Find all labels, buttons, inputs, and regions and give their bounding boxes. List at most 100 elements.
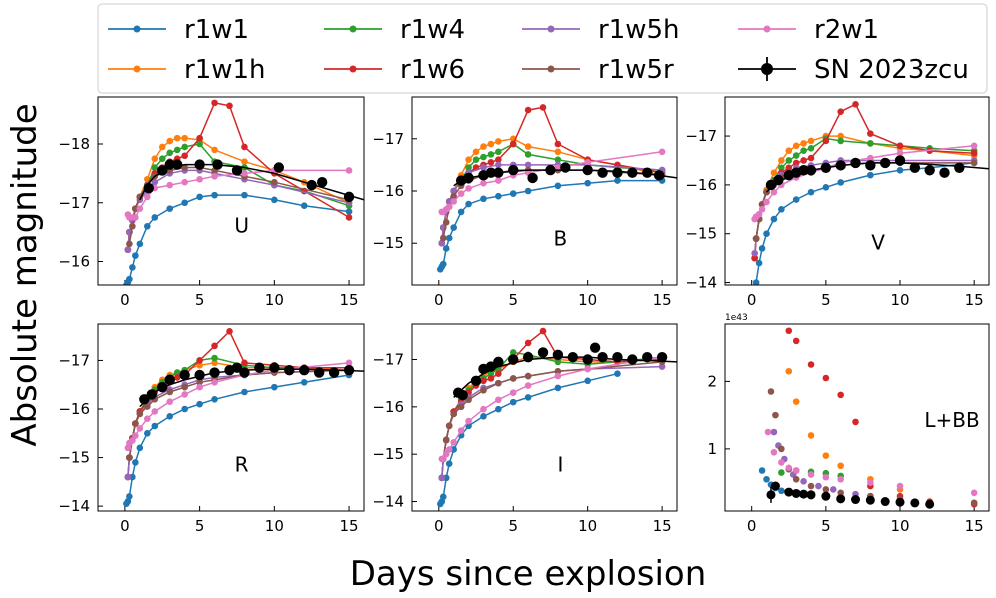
axes-frame <box>724 323 990 512</box>
observed-point <box>835 160 846 171</box>
data-point <box>822 137 830 145</box>
data-point <box>763 475 770 483</box>
series-sn-2023zcu <box>765 155 965 191</box>
observed-point <box>470 375 482 387</box>
data-point <box>837 475 844 483</box>
data-point <box>166 388 174 396</box>
observed-point <box>805 165 817 176</box>
data-point <box>584 365 591 373</box>
data-point <box>136 205 144 212</box>
y-tick-label: 1 <box>707 440 717 458</box>
data-point <box>770 188 778 196</box>
data-point <box>445 234 453 242</box>
data-point <box>166 398 174 406</box>
data-point <box>151 408 159 415</box>
observed-point <box>582 354 593 365</box>
data-point <box>158 143 166 151</box>
x-tick-label: 5 <box>821 517 831 535</box>
data-point <box>345 167 353 174</box>
data-point <box>211 99 218 107</box>
data-point <box>539 327 547 335</box>
observed-point <box>157 381 168 393</box>
observed-point <box>895 497 905 507</box>
data-point <box>778 445 785 453</box>
data-point <box>173 369 181 376</box>
data-point <box>472 156 480 163</box>
data-point <box>226 102 233 110</box>
legend-entry-r1w1: r1w1 <box>108 15 249 45</box>
observed-point <box>909 162 921 174</box>
data-point <box>442 450 450 458</box>
data-point <box>465 396 472 404</box>
observed-point <box>284 364 295 376</box>
observed-point <box>642 167 653 178</box>
series-sn-2023zcu <box>139 362 355 405</box>
observed-point <box>269 362 280 373</box>
data-point <box>181 383 188 391</box>
data-point <box>752 235 760 242</box>
y-tick-label: −15 <box>372 445 404 463</box>
y-tick-label: −15 <box>685 225 717 243</box>
legend-entry-r1w5r: r1w5r <box>522 55 674 85</box>
data-point <box>241 170 248 177</box>
data-point <box>614 370 621 378</box>
panel-label: V <box>871 230 885 254</box>
series-sn-2023zcu <box>452 342 668 401</box>
data-point <box>815 482 822 490</box>
data-point <box>480 153 487 161</box>
data-point <box>450 192 457 200</box>
data-point <box>807 144 815 152</box>
data-point <box>554 368 562 375</box>
observed-point <box>212 159 223 170</box>
observed-point <box>139 394 150 405</box>
data-point <box>181 143 188 151</box>
data-point <box>480 179 487 187</box>
data-point <box>487 151 495 158</box>
data-point <box>800 157 807 164</box>
data-point <box>867 171 874 179</box>
data-point <box>211 395 218 403</box>
observed-point <box>146 389 157 400</box>
observed-point <box>567 351 578 363</box>
observed-point <box>343 364 355 376</box>
data-point <box>495 370 502 378</box>
y-tick-label: −15 <box>58 449 90 467</box>
data-point <box>181 152 188 160</box>
data-point <box>524 151 532 158</box>
data-point <box>136 425 144 432</box>
data-point <box>524 187 532 195</box>
data-point <box>144 193 151 201</box>
data-point <box>792 337 800 345</box>
axes-frame <box>97 96 365 286</box>
y-tick-label: −16 <box>372 182 404 200</box>
axes-frame <box>411 96 678 286</box>
observed-point <box>939 167 950 178</box>
data-point <box>129 264 136 271</box>
data-point <box>495 192 502 200</box>
x-tick-label: 10 <box>265 291 284 309</box>
legend-entry-sn-2023zcu: SN 2023zcu <box>738 55 969 85</box>
y-tick-label: −17 <box>58 351 90 369</box>
plot-area <box>123 99 364 285</box>
data-point <box>807 154 815 162</box>
observed-point <box>627 167 638 178</box>
data-point <box>584 158 591 166</box>
data-point <box>181 164 188 171</box>
data-point <box>445 446 453 453</box>
data-point <box>241 158 248 165</box>
x-tick-label: 10 <box>890 517 909 535</box>
data-point <box>457 403 465 411</box>
data-point <box>241 191 248 199</box>
data-point <box>807 471 815 478</box>
data-point <box>136 410 144 418</box>
observed-point <box>954 162 965 174</box>
data-point <box>144 403 151 410</box>
legend-entry-r1w4: r1w4 <box>324 15 465 45</box>
observed-point <box>582 164 593 176</box>
legend-marker <box>763 25 771 33</box>
data-point <box>785 464 793 472</box>
data-point <box>196 140 203 148</box>
data-point <box>837 132 844 140</box>
observed-point <box>612 167 623 178</box>
data-point <box>345 208 353 215</box>
